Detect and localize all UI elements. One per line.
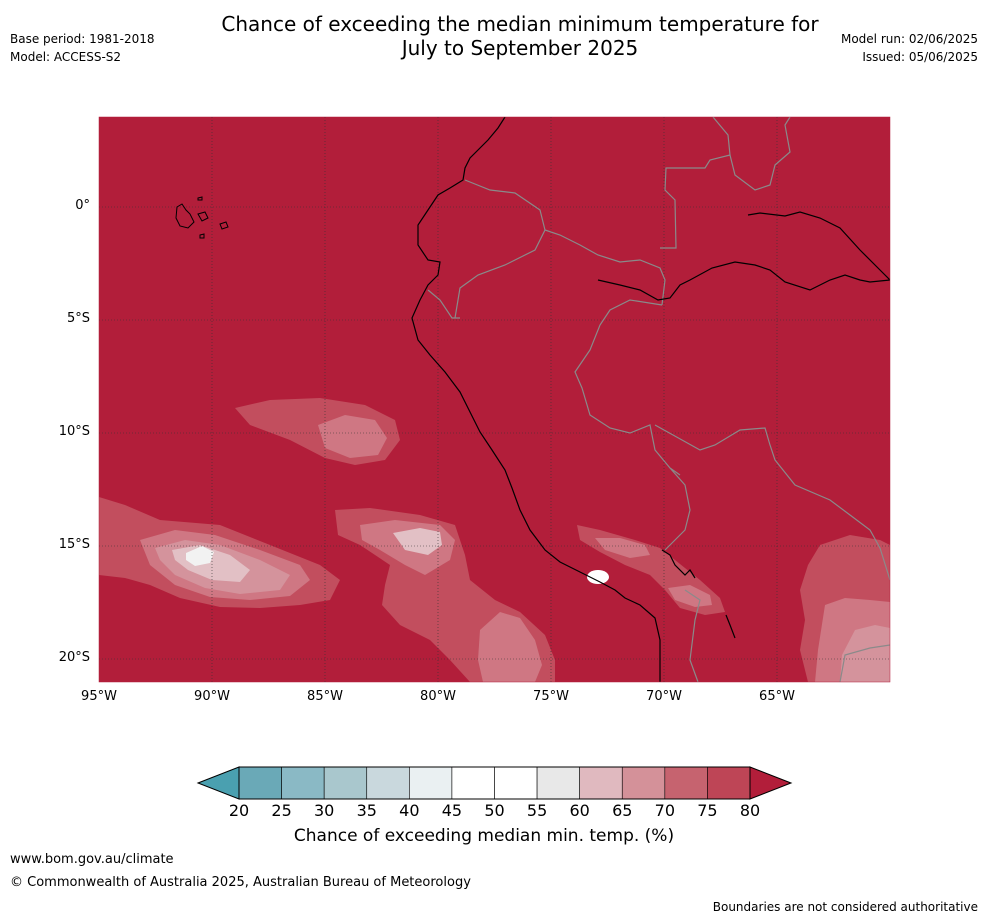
probability-region-central bbox=[235, 398, 555, 682]
colorbar-segment-25-30 bbox=[281, 766, 325, 800]
colorbar-segment-50-55 bbox=[494, 766, 538, 800]
lat-label-15s: 15°S bbox=[58, 537, 90, 552]
colorbar-segment-55-60 bbox=[536, 766, 580, 800]
colorbar-tick-65: 65 bbox=[612, 801, 633, 820]
lat-label-0: 0° bbox=[75, 198, 90, 213]
lat-label-5s: 5°S bbox=[66, 311, 90, 326]
map-gridlines bbox=[99, 117, 890, 682]
colorbar-segment-35-40 bbox=[366, 766, 410, 800]
lat-label-10s: 10°S bbox=[58, 424, 90, 439]
colorbar-segment-75-80 bbox=[707, 766, 751, 800]
probability-region-west bbox=[99, 497, 340, 608]
coastlines bbox=[411, 117, 890, 682]
country-borders bbox=[427, 117, 890, 682]
colorbar-over-arrow bbox=[750, 767, 791, 799]
base-period: Base period: 1981-2018 bbox=[10, 32, 155, 46]
page-title: Chance of exceeding the median minimum t… bbox=[180, 12, 860, 60]
colorbar-under-arrow bbox=[198, 767, 239, 799]
colorbar-segment-60-65 bbox=[579, 766, 623, 800]
colorbar-tick-50: 50 bbox=[484, 801, 505, 820]
colorbar-tick-60: 60 bbox=[569, 801, 590, 820]
colorbar-segment-65-70 bbox=[621, 766, 666, 800]
colorbar-segment-20-25 bbox=[238, 766, 282, 800]
colorbar-tick-35: 35 bbox=[356, 801, 377, 820]
model-run: Model run: 02/06/2025 bbox=[840, 32, 978, 46]
colorbar-segments bbox=[238, 766, 751, 800]
colorbar-tick-70: 70 bbox=[654, 801, 676, 820]
boundary-disclaimer: Boundaries are not considered authoritat… bbox=[712, 900, 978, 914]
colorbar-tick-20: 20 bbox=[228, 801, 250, 820]
colorbar-segment-70-75 bbox=[664, 766, 708, 800]
colorbar-tick-55: 55 bbox=[526, 801, 548, 820]
lon-label-70w: 70°W bbox=[646, 689, 682, 704]
lon-label-75w: 75°W bbox=[533, 689, 569, 704]
colorbar-segment-40-45 bbox=[409, 766, 453, 800]
bom-url: www.bom.gov.au/climate bbox=[10, 852, 174, 867]
model-name: Model: ACCESS-S2 bbox=[10, 50, 122, 64]
colorbar-title: Chance of exceeding median min. temp. (%… bbox=[293, 826, 675, 846]
colorbar-tick-30: 30 bbox=[313, 801, 335, 820]
colorbar-tick-40: 40 bbox=[399, 801, 420, 820]
colorbar bbox=[196, 766, 793, 800]
lon-label-90w: 90°W bbox=[194, 689, 230, 704]
colorbar-tick-80: 80 bbox=[739, 801, 761, 820]
lon-label-80w: 80°W bbox=[420, 689, 456, 704]
galapagos-islands bbox=[175, 196, 229, 239]
colorbar-tick-25: 25 bbox=[271, 801, 292, 820]
issued-date: Issued: 05/06/2025 bbox=[862, 50, 978, 64]
lon-label-85w: 85°W bbox=[307, 689, 343, 704]
colorbar-tick-75: 75 bbox=[697, 801, 718, 820]
lat-label-20s: 20°S bbox=[58, 650, 90, 665]
lon-label-65w: 65°W bbox=[759, 689, 795, 704]
colorbar-segment-45-50 bbox=[451, 766, 495, 800]
colorbar-segment-30-35 bbox=[323, 766, 368, 800]
probability-region-east bbox=[800, 535, 890, 682]
title-line-2: July to September 2025 bbox=[401, 36, 639, 60]
colorbar-tick-45: 45 bbox=[441, 801, 463, 820]
title-line-1: Chance of exceeding the median minimum t… bbox=[221, 12, 819, 36]
copyright-notice: © Commonwealth of Australia 2025, Austra… bbox=[10, 875, 471, 890]
lon-label-95w: 95°W bbox=[81, 689, 117, 704]
